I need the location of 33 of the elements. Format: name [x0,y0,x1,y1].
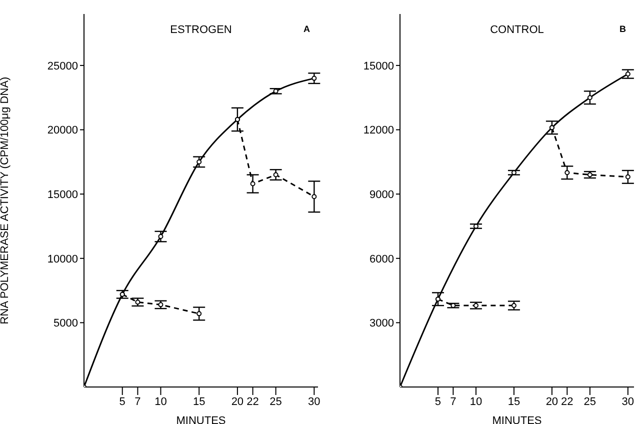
annotation: B [618,24,626,34]
x-tick-label: 20 [546,396,558,408]
x-tick-label: 15 [192,396,206,408]
y-tick-label: 6000 [370,253,394,266]
y-tick-label: 20000 [47,124,78,137]
x-tick-label: 30 [622,396,634,408]
x-tick-label: 5 [119,396,126,408]
y-tick-label: 9000 [370,188,394,201]
x-tick-label: 10 [470,396,482,408]
text: ESTROGEN [170,24,232,36]
x-tick-label: 7 [134,396,141,408]
x-tick-label: 25 [270,396,282,408]
y-tick-label: 5000 [54,318,78,330]
y-tick-label: 15000 [47,188,78,201]
y-axis-title: RNA POLYMERASE ACTIVITY (CPM/100μg DNA) [0,76,11,324]
x-axis-title: MINUTES [492,415,542,424]
y-tick-label: 25000 [47,60,78,72]
y-tick-label: 3000 [370,318,394,330]
y-tick-label: 12000 [363,124,394,137]
x-tick-label: 22 [246,396,259,408]
y-tick-label: 10000 [47,253,78,266]
x-tick-label: 15 [508,396,520,408]
x-tick-label: 25 [584,396,596,408]
x-tick-label: 30 [308,396,320,408]
x-axis-title: MINUTES [176,415,226,424]
text: CONTROL [490,24,544,36]
y-tick-label: 15000 [363,60,394,72]
x-tick-label: 20 [231,396,244,408]
x-tick-label: 22 [561,396,574,408]
x-tick-label: 7 [450,396,456,408]
x-tick-label: 5 [434,396,442,408]
x-tick-label: 10 [154,396,167,408]
annotation: A [302,24,310,34]
